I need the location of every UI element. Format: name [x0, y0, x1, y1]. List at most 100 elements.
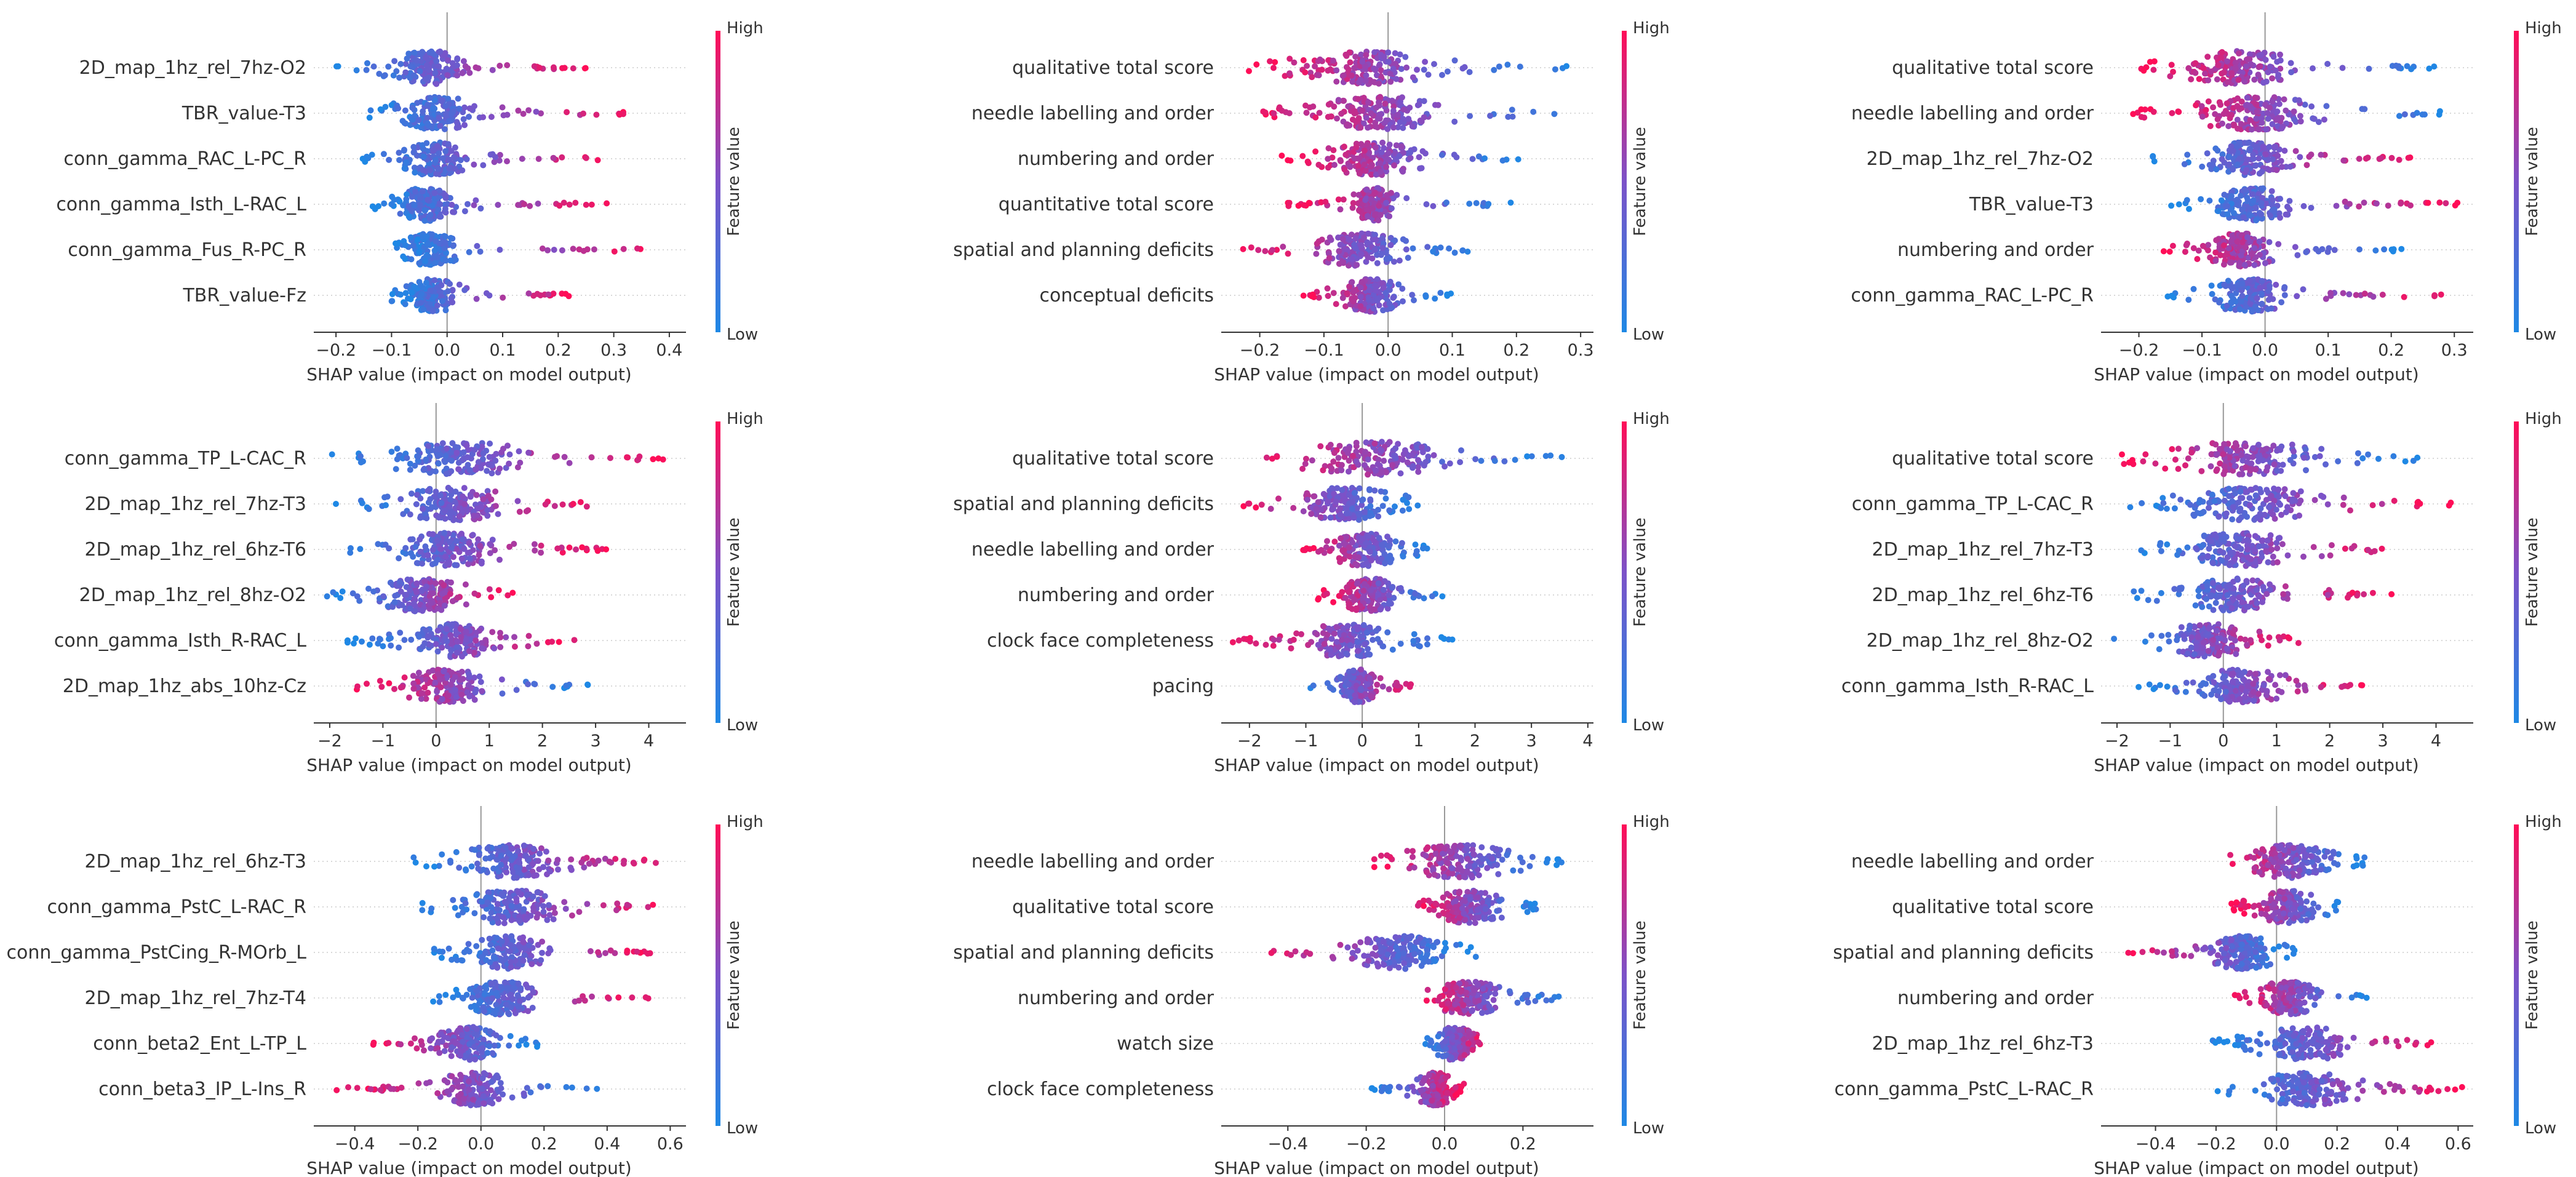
- shap-point: [1374, 260, 1381, 266]
- shap-point: [415, 447, 421, 453]
- shap-point: [449, 457, 455, 464]
- shap-point: [1390, 124, 1397, 131]
- shap-point: [2267, 105, 2273, 111]
- shap-point: [354, 683, 361, 690]
- shap-point: [1337, 511, 1344, 518]
- shap-point: [435, 194, 442, 201]
- shap-point: [438, 500, 445, 506]
- shap-point: [1318, 66, 1325, 73]
- shap-point: [1351, 65, 1358, 71]
- shap-point: [566, 460, 573, 466]
- shap-point: [521, 201, 527, 207]
- shap-point: [461, 122, 468, 129]
- shap-point: [2436, 108, 2443, 114]
- shap-point: [402, 545, 409, 551]
- shap-point: [359, 500, 365, 506]
- shap-point: [329, 451, 335, 458]
- shap-point: [1422, 459, 1429, 466]
- shap-point: [436, 187, 443, 194]
- shap-point: [1337, 241, 1344, 248]
- shap-point: [1552, 66, 1558, 73]
- shap-point: [412, 113, 418, 119]
- shap-point: [456, 105, 463, 112]
- shap-point: [1349, 505, 1355, 512]
- shap-point: [422, 258, 429, 265]
- shap-point: [416, 249, 423, 255]
- shap-point: [448, 111, 454, 118]
- shap-point: [1322, 199, 1329, 205]
- shap-point: [2207, 122, 2214, 129]
- colorbar: [716, 31, 720, 332]
- shap-point: [1366, 549, 1373, 555]
- x-tick-label: 0.3: [600, 341, 627, 360]
- shap-point: [1323, 590, 1330, 597]
- shap-point: [559, 501, 566, 508]
- shap-point: [1383, 256, 1390, 262]
- shap-point: [1300, 57, 1307, 63]
- shap-point: [1324, 285, 1331, 292]
- x-tick-label: −0.2: [1240, 341, 1280, 360]
- shap-point: [2251, 261, 2258, 268]
- shap-point: [2213, 237, 2220, 244]
- shap-point: [1509, 106, 1515, 113]
- shap-point: [1373, 72, 1380, 79]
- shap-point: [2265, 306, 2271, 313]
- shap-point: [1362, 78, 1369, 84]
- shap-point: [463, 601, 469, 608]
- shap-point: [477, 679, 484, 685]
- shap-point: [2150, 153, 2156, 160]
- shap-point: [2284, 204, 2291, 210]
- shap-point: [1377, 212, 1384, 218]
- shap-point: [1398, 143, 1405, 150]
- shap-point: [1430, 248, 1437, 255]
- shap-point: [411, 600, 417, 607]
- shap-point: [1392, 237, 1398, 244]
- shap-point: [1282, 73, 1288, 79]
- shap-point: [420, 306, 427, 313]
- shap-point: [406, 694, 412, 701]
- shap-point: [571, 637, 578, 644]
- shap-point: [416, 633, 423, 640]
- shap-point: [480, 496, 487, 503]
- shap-point: [449, 201, 455, 208]
- shap-point: [390, 72, 397, 79]
- shap-point: [577, 499, 584, 506]
- x-tick-label: 0.2: [1503, 341, 1529, 360]
- shap-point: [1331, 538, 1338, 545]
- feature-points: [1263, 439, 1565, 478]
- shap-point: [1412, 541, 1419, 548]
- shap-point: [1325, 57, 1332, 63]
- shap-point: [2252, 144, 2259, 150]
- feature-points: [1246, 49, 1570, 87]
- shap-point: [476, 673, 483, 680]
- shap-point: [405, 50, 412, 57]
- x-tick-label: −1: [370, 732, 395, 751]
- shap-point: [1377, 606, 1384, 613]
- shap-point: [2405, 154, 2412, 161]
- shap-point: [1352, 54, 1359, 60]
- shap-point: [532, 547, 538, 554]
- shap-point: [359, 638, 365, 645]
- feature-label: conn_gamma_Fus_R-PC_R: [68, 239, 306, 261]
- shap-point: [429, 231, 436, 237]
- shap-point: [2169, 242, 2176, 249]
- shap-point: [2239, 292, 2246, 299]
- shap-point: [428, 48, 435, 55]
- feature-label: numbering and order: [1897, 239, 2094, 261]
- shap-point: [583, 503, 590, 510]
- shap-point: [425, 487, 431, 494]
- shap-point: [1378, 67, 1384, 74]
- shap-point: [1315, 595, 1322, 602]
- shap-point: [2206, 197, 2213, 204]
- shap-point: [2407, 202, 2414, 209]
- shap-point: [1337, 206, 1344, 213]
- shap-point: [432, 260, 439, 266]
- feature-points: [1240, 485, 1421, 523]
- shap-point: [1383, 117, 1389, 124]
- shap-point: [434, 284, 441, 291]
- shap-point: [431, 293, 437, 300]
- shap-point: [408, 256, 415, 263]
- shap-point: [2224, 79, 2231, 86]
- shap-point: [1343, 533, 1350, 540]
- x-tick-label: 0.1: [1439, 341, 1465, 360]
